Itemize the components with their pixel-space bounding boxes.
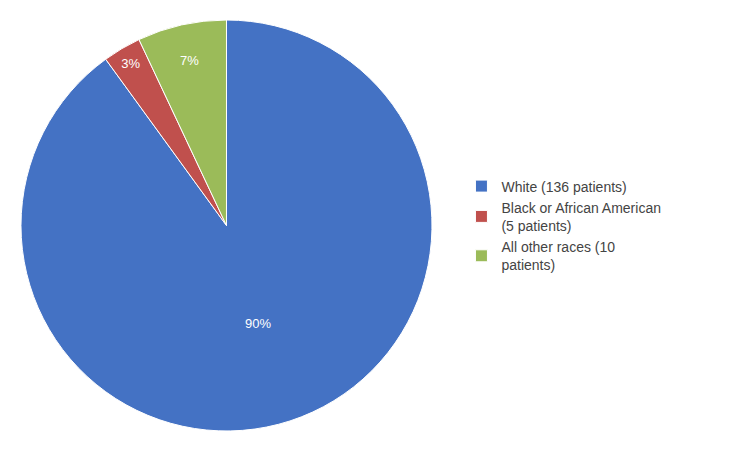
svg-text:3%: 3%: [121, 56, 140, 71]
svg-text:Black or African American(5 pa: Black or African American(5 patients): [501, 200, 661, 234]
svg-text:90%: 90%: [245, 316, 271, 331]
svg-text:7%: 7%: [180, 53, 199, 68]
svg-text:White (136 patients): White (136 patients): [501, 179, 626, 195]
svg-text:All other races (10patients): All other races (10patients): [501, 239, 615, 273]
